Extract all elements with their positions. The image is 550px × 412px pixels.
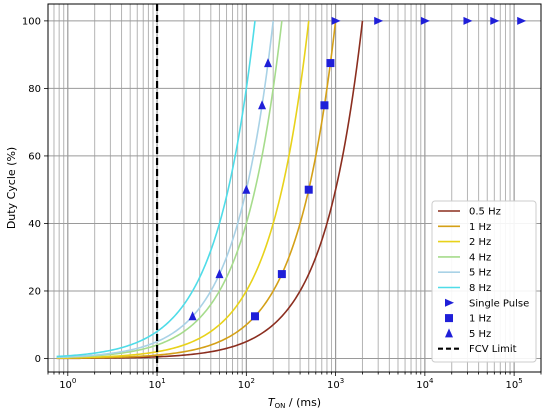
x-tick-label: 102	[238, 377, 255, 391]
legend-label-single-pulse: Single Pulse	[469, 298, 529, 309]
marker-1-hz	[326, 59, 335, 68]
series-line-0-5-hz	[56, 20, 364, 360]
x-axis-label: TON / (ms)	[268, 396, 321, 410]
series-line-2-hz	[56, 20, 310, 359]
plot-frame	[47, 3, 542, 373]
y-tick-label: 0	[35, 354, 41, 365]
legend-label-5-hz: 5 Hz	[469, 268, 491, 279]
marker-5-hz	[242, 184, 251, 194]
marker-5-hz	[188, 311, 197, 321]
marker-single-pulse	[490, 16, 500, 25]
legend-label-1-hz: 1 Hz	[469, 222, 491, 233]
x-tick-label: 104	[416, 377, 434, 391]
marker-5-hz	[215, 269, 224, 279]
x-axis-label-sub: ON	[275, 402, 286, 410]
x-axis-label-rest: / (ms)	[285, 396, 321, 409]
series-line-5-hz	[56, 20, 274, 359]
legend-swatch-5-hz	[445, 328, 453, 338]
legend-label-5-hz: 5 Hz	[469, 329, 491, 340]
marker-1-hz	[277, 270, 286, 279]
legend-label-4-hz: 4 Hz	[469, 252, 491, 263]
x-axis-label-main: T	[268, 396, 276, 409]
x-tick-label: 100	[59, 377, 76, 391]
legend-label-fcv-limit: FCV Limit	[469, 344, 517, 355]
marker-1-hz	[304, 185, 313, 194]
y-tick-label: 100	[22, 16, 41, 27]
marker-single-pulse	[374, 16, 384, 25]
y-tick-label: 80	[28, 84, 41, 95]
axis-ticks: 100 101 102 103 104 105 0 20 40 60 80 100	[22, 16, 542, 391]
legend-label-1-hz: 1 Hz	[469, 314, 491, 325]
x-tick-label: 101	[148, 377, 165, 391]
series-line-8-hz	[56, 20, 256, 358]
y-tick-label: 60	[28, 151, 41, 162]
marker-single-pulse	[463, 16, 473, 25]
series-line-1-hz	[56, 20, 337, 360]
x-tick-label: 105	[506, 377, 523, 391]
marker-single-pulse	[331, 16, 341, 25]
marker-5-hz	[264, 58, 273, 68]
y-axis-label: Duty Cycle (%)	[5, 147, 18, 229]
legend-swatch-single-pulse	[445, 298, 454, 307]
marker-1-hz	[250, 312, 259, 321]
data-markers	[188, 16, 527, 321]
legend-swatch-1-hz	[445, 314, 453, 323]
legend-label-8-hz: 8 Hz	[469, 283, 491, 294]
series-lines	[56, 20, 364, 360]
marker-single-pulse	[420, 16, 430, 25]
marker-5-hz	[258, 100, 267, 110]
legend: 0.5 Hz 1 Hz 2 Hz 4 Hz 5 Hz 8 Hz Single Pulse 1 …	[431, 200, 537, 363]
y-tick-label: 20	[28, 286, 41, 297]
legend-label-2-hz: 2 Hz	[469, 237, 491, 248]
marker-single-pulse	[517, 16, 527, 25]
marker-1-hz	[320, 101, 329, 110]
legend-label-0-5-hz: 0.5 Hz	[469, 207, 501, 218]
y-tick-label: 40	[28, 219, 41, 230]
x-tick-label: 103	[327, 377, 344, 391]
